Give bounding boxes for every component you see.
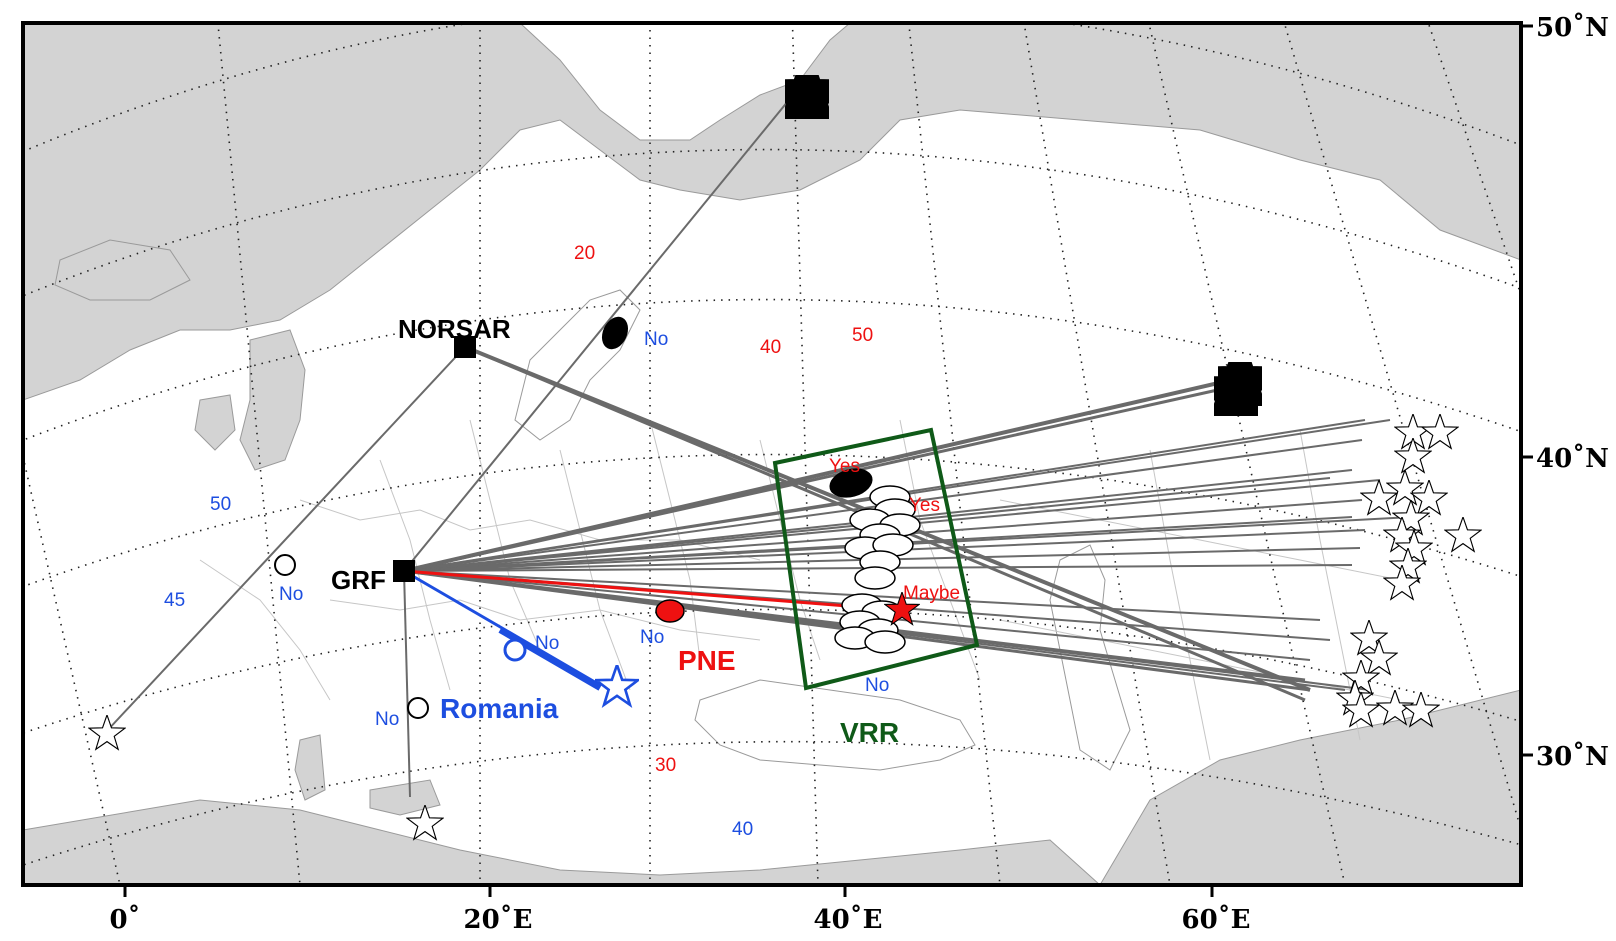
- no-label-italy: No: [375, 709, 399, 730]
- no-label-france: No: [279, 584, 303, 605]
- no-label-romania-path: No: [535, 633, 559, 654]
- maybe-label: Maybe: [903, 583, 960, 604]
- contour-red-30: 30: [655, 755, 676, 776]
- x-tick-0: 0˚: [109, 905, 140, 935]
- observation-black-yes: [829, 468, 873, 498]
- path-spain-norsar: [104, 346, 466, 734]
- path-grf-sicily: [403, 570, 411, 798]
- no-label-north: No: [644, 329, 668, 350]
- pne-path: [403, 569, 899, 612]
- station-norsar-marker: [454, 336, 476, 358]
- land-masses: [23, 23, 1521, 885]
- observation-circles: [274, 554, 527, 719]
- yes-label-1: Yes: [829, 456, 860, 477]
- tick-marks: [123, 24, 1533, 897]
- contour-red-20: 20: [574, 243, 595, 264]
- vrr-label: VRR: [840, 717, 899, 748]
- circle-france: [274, 554, 296, 576]
- circle-romania-path: [503, 638, 527, 662]
- y-tick-30n: 30˚N: [1536, 742, 1609, 772]
- contour-blue-40: 40: [732, 819, 753, 840]
- x-tick-20e: 20˚E: [464, 905, 533, 935]
- yes-label-2: Yes: [909, 495, 940, 516]
- contour-red-40: 40: [760, 337, 781, 358]
- circle-italy: [407, 697, 429, 719]
- y-tick-40n: 40˚N: [1536, 444, 1609, 474]
- contour-red-50: 50: [852, 325, 873, 346]
- observation-red-pne: [655, 599, 685, 623]
- country-borders: [199, 419, 1401, 761]
- star-novaya-zemlya: [786, 75, 828, 115]
- x-tick-40e: 40˚E: [814, 905, 883, 935]
- station-grf-label: GRF: [331, 565, 386, 595]
- contour-blue-50: 50: [210, 494, 231, 515]
- no-label-vrr: No: [865, 675, 889, 696]
- station-grf-marker: [393, 560, 415, 582]
- y-tick-50n: 50˚N: [1536, 13, 1609, 43]
- pne-label: PNE: [678, 645, 736, 676]
- station-norsar-label: NORSAR: [398, 314, 511, 344]
- contour-blue-45: 45: [164, 590, 185, 611]
- romania-label: Romania: [440, 693, 559, 724]
- observation-black-north: [601, 316, 629, 350]
- observation-cluster: [834, 485, 921, 654]
- vrr-region: [772, 427, 980, 691]
- map-frame: [21, 21, 1523, 887]
- star-ural-2: [1215, 372, 1257, 412]
- x-tick-60e: 60˚E: [1182, 905, 1251, 935]
- no-label-pne: No: [640, 627, 664, 648]
- path-grf-north: [403, 94, 794, 572]
